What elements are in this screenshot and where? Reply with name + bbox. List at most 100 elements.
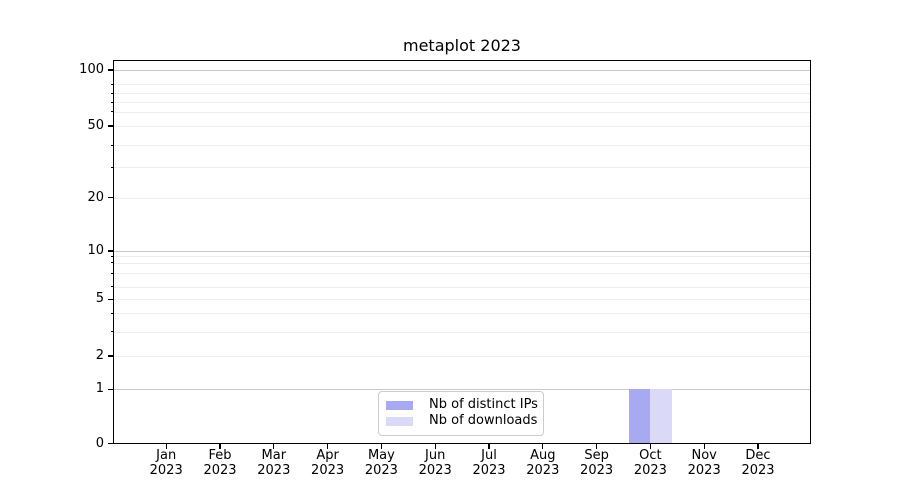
y-minor-tick-mark bbox=[110, 286, 113, 288]
y-tick-label: 5 bbox=[95, 291, 104, 307]
minor-gridline bbox=[114, 111, 810, 113]
x-tick-mark bbox=[273, 444, 275, 449]
y-minor-tick-mark bbox=[110, 92, 113, 94]
minor-gridline bbox=[114, 331, 810, 333]
x-tick-mark bbox=[380, 444, 382, 449]
month-label: Jul bbox=[481, 448, 497, 463]
x-tick-mark bbox=[165, 444, 167, 449]
y-minor-tick-mark bbox=[110, 101, 113, 103]
y-tick-mark bbox=[108, 443, 113, 445]
x-tick-label: Oct 2023 bbox=[620, 448, 680, 478]
y-minor-tick-mark bbox=[110, 83, 113, 85]
y-tick-mark bbox=[108, 69, 113, 71]
x-tick-mark bbox=[703, 444, 705, 449]
minor-gridline bbox=[114, 145, 810, 146]
month-label: Jun bbox=[425, 448, 446, 463]
x-tick-mark bbox=[327, 444, 329, 449]
minor-gridline bbox=[114, 313, 810, 315]
x-tick-label: Feb 2023 bbox=[190, 448, 250, 478]
y-minor-tick-mark bbox=[110, 272, 113, 274]
legend-label: Nb of distinct IPs bbox=[429, 397, 538, 412]
month-label: Aug bbox=[530, 448, 556, 463]
month-label: Nov bbox=[691, 448, 717, 463]
year-label: 2023 bbox=[203, 463, 237, 478]
year-label: 2023 bbox=[687, 463, 721, 478]
x-tick-label: Mar 2023 bbox=[244, 448, 304, 478]
month-label: Oct bbox=[639, 448, 662, 463]
x-tick-mark bbox=[542, 444, 544, 449]
legend-label: Nb of downloads bbox=[429, 413, 538, 428]
x-tick-label: Jul 2023 bbox=[459, 448, 519, 478]
minor-gridline bbox=[114, 273, 810, 275]
y-minor-tick-mark bbox=[110, 144, 113, 146]
x-tick-label: Dec 2023 bbox=[728, 448, 788, 478]
y-minor-tick-mark bbox=[110, 355, 113, 357]
minor-gridline bbox=[114, 356, 810, 357]
y-tick-label: 10 bbox=[87, 243, 104, 258]
y-tick-label: 20 bbox=[87, 189, 104, 205]
x-tick-mark bbox=[219, 444, 221, 449]
year-label: 2023 bbox=[149, 463, 183, 478]
month-label: Mar bbox=[261, 448, 287, 463]
year-label: 2023 bbox=[311, 463, 345, 478]
minor-gridline bbox=[114, 299, 810, 301]
x-tick-label: May 2023 bbox=[351, 448, 411, 478]
y-minor-tick-mark bbox=[110, 331, 113, 333]
plot-area bbox=[113, 60, 811, 444]
month-label: Apr bbox=[316, 448, 339, 463]
month-label: Dec bbox=[745, 448, 771, 463]
y-minor-tick-mark bbox=[110, 255, 113, 257]
minor-gridline bbox=[114, 126, 810, 127]
y-tick-label: 1 bbox=[95, 381, 104, 397]
x-tick-label: Aug 2023 bbox=[513, 448, 573, 478]
year-label: 2023 bbox=[418, 463, 452, 478]
year-label: 2023 bbox=[364, 463, 398, 478]
y-minor-tick-mark bbox=[110, 111, 113, 113]
major-gridline bbox=[114, 389, 810, 391]
y-tick-label: 100 bbox=[79, 62, 104, 77]
y-minor-tick-mark bbox=[110, 197, 113, 199]
y-tick-mark bbox=[108, 250, 113, 252]
major-gridline bbox=[114, 70, 810, 71]
month-label: May bbox=[367, 448, 395, 463]
month-label: Jan bbox=[156, 448, 177, 463]
year-label: 2023 bbox=[257, 463, 291, 478]
legend-swatch-distinct-ips bbox=[386, 400, 413, 410]
x-tick-mark bbox=[649, 444, 651, 449]
year-label: 2023 bbox=[741, 463, 775, 478]
year-label: 2023 bbox=[472, 463, 506, 478]
month-label: Feb bbox=[208, 448, 232, 463]
minor-gridline bbox=[114, 262, 810, 264]
minor-gridline bbox=[114, 286, 810, 288]
x-tick-label: Sep 2023 bbox=[567, 448, 627, 478]
year-label: 2023 bbox=[526, 463, 560, 478]
minor-gridline bbox=[114, 102, 810, 104]
y-minor-tick-mark bbox=[110, 166, 113, 168]
x-tick-mark bbox=[757, 444, 759, 449]
y-tick-label: 2 bbox=[95, 348, 104, 363]
minor-gridline bbox=[114, 197, 810, 199]
x-tick-mark bbox=[434, 444, 436, 449]
month-label: Sep bbox=[584, 448, 609, 463]
chart-title: metaplot 2023 bbox=[403, 36, 521, 55]
legend-row: Nb of distinct IPs bbox=[386, 397, 538, 413]
major-gridline bbox=[114, 251, 810, 252]
year-label: 2023 bbox=[633, 463, 667, 478]
legend-swatch-downloads bbox=[386, 416, 413, 426]
chart-legend: Nb of distinct IPs Nb of downloads bbox=[378, 391, 544, 436]
x-tick-label: Jun 2023 bbox=[405, 448, 465, 478]
legend-row: Nb of downloads bbox=[386, 413, 538, 429]
x-tick-mark bbox=[488, 444, 490, 449]
minor-gridline bbox=[114, 93, 810, 95]
x-tick-label: Apr 2023 bbox=[298, 448, 358, 478]
y-minor-tick-mark bbox=[110, 298, 113, 300]
y-tick-label: 50 bbox=[87, 118, 104, 133]
minor-gridline bbox=[114, 256, 810, 257]
y-minor-tick-mark bbox=[110, 312, 113, 314]
y-tick-label: 0 bbox=[95, 435, 104, 451]
minor-gridline bbox=[114, 167, 810, 169]
x-tick-label: Jan 2023 bbox=[136, 448, 196, 478]
minor-gridline bbox=[114, 84, 810, 85]
y-minor-tick-mark bbox=[110, 262, 113, 264]
y-tick-mark bbox=[108, 388, 113, 390]
